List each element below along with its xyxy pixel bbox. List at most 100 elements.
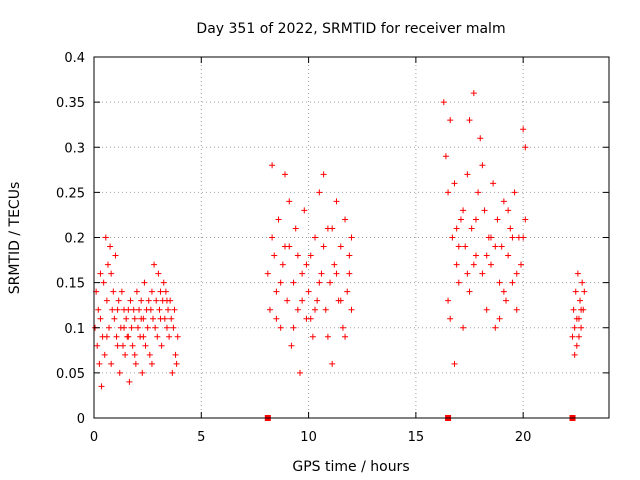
data-point	[130, 306, 137, 313]
data-point	[513, 270, 520, 277]
data-point	[297, 369, 303, 376]
data-point	[518, 261, 525, 268]
data-point	[118, 288, 125, 295]
data-point	[294, 252, 301, 259]
data-point	[128, 324, 135, 331]
data-point	[275, 216, 282, 223]
data-point	[472, 216, 479, 223]
data-point	[316, 279, 323, 286]
data-point	[113, 333, 120, 340]
data-point	[109, 306, 116, 313]
data-point	[157, 288, 164, 295]
data-point	[144, 324, 151, 331]
data-point	[498, 243, 505, 250]
data-point	[570, 306, 577, 313]
data-point	[123, 315, 130, 322]
data-point	[273, 315, 280, 322]
data-point	[269, 162, 276, 169]
data-point	[466, 117, 473, 124]
data-point	[98, 383, 105, 390]
data-point	[572, 288, 579, 295]
data-point	[479, 270, 486, 277]
data-point	[108, 360, 115, 367]
data-point	[168, 315, 175, 322]
data-point	[264, 270, 271, 277]
data-point	[494, 216, 501, 223]
data-point	[320, 171, 327, 178]
data-point	[112, 252, 119, 259]
data-point	[303, 261, 310, 268]
data-point	[127, 297, 134, 304]
data-point	[344, 288, 351, 295]
data-point	[327, 279, 334, 286]
data-point	[138, 315, 145, 322]
y-tick-label: 0	[77, 412, 85, 427]
data-point	[107, 243, 114, 250]
data-point	[294, 306, 301, 313]
data-point	[577, 297, 584, 304]
data-point	[148, 360, 155, 367]
data-point	[284, 297, 291, 304]
data-point	[339, 324, 346, 331]
data-point	[173, 360, 180, 367]
data-point	[104, 261, 111, 268]
data-point	[481, 207, 488, 214]
data-point	[97, 270, 104, 277]
data-point	[513, 306, 520, 313]
y-tick-label: 0.15	[56, 277, 85, 292]
data-point	[94, 342, 101, 349]
data-point	[477, 135, 484, 142]
data-point	[103, 297, 110, 304]
data-point	[119, 342, 126, 349]
data-point	[110, 288, 117, 295]
data-point	[522, 144, 529, 151]
data-point	[163, 297, 170, 304]
data-point	[154, 333, 161, 340]
data-point	[122, 351, 129, 358]
data-point	[569, 333, 576, 340]
data-point	[153, 297, 160, 304]
data-point	[116, 369, 123, 376]
data-point	[147, 306, 154, 313]
data-point	[509, 279, 516, 286]
chart-title: Day 351 of 2022, SRMTID for receiver mal…	[196, 21, 505, 37]
y-axis-label: SRMTID / TECUs	[7, 182, 23, 295]
data-point	[108, 270, 115, 277]
y-tick-label: 0.2	[64, 232, 85, 247]
data-point	[145, 297, 152, 304]
y-tick-labels: 0 0.05 0.1 0.15 0.2 0.25 0.3 0.35 0.4	[56, 51, 85, 427]
data-point	[342, 216, 349, 223]
data-point	[579, 279, 586, 286]
data-point	[346, 270, 353, 277]
data-point	[466, 288, 473, 295]
data-point	[573, 342, 580, 349]
data-point	[453, 261, 460, 268]
data-point	[496, 279, 503, 286]
data-point	[301, 207, 308, 214]
data-point	[455, 243, 462, 250]
data-point	[464, 171, 471, 178]
data-point	[333, 198, 340, 205]
data-point	[162, 288, 169, 295]
data-point	[307, 252, 314, 259]
y-tick-label: 0.35	[56, 96, 85, 111]
data-point	[324, 333, 331, 340]
data-point	[288, 342, 295, 349]
data-point	[163, 324, 170, 331]
data-point	[165, 306, 172, 313]
data-point	[158, 342, 165, 349]
data-point	[316, 189, 323, 196]
data-point	[505, 207, 512, 214]
data-point	[281, 243, 288, 250]
data-point	[279, 261, 286, 268]
data-point	[101, 351, 108, 358]
data-point	[455, 279, 462, 286]
data-point	[106, 324, 113, 331]
data-point	[140, 333, 147, 340]
data-point	[329, 360, 336, 367]
data-point	[271, 252, 278, 259]
data-point	[453, 225, 460, 232]
data-point	[171, 306, 178, 313]
data-point	[333, 270, 340, 277]
data-point	[496, 315, 503, 322]
